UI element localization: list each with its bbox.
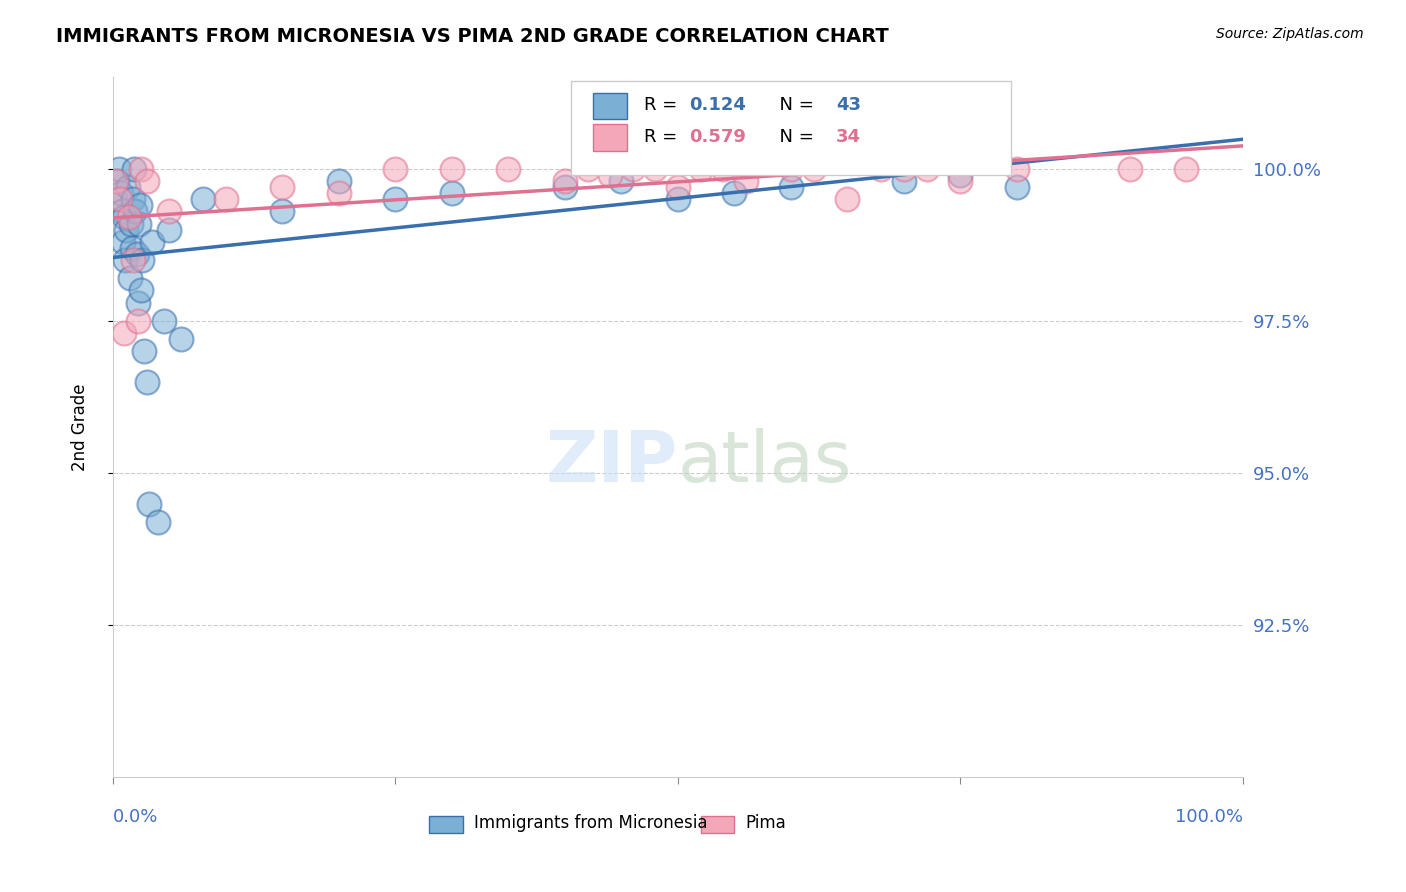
Point — [105, 174, 128, 188]
Point — [893, 161, 915, 176]
Text: N =: N = — [768, 128, 820, 146]
Point — [135, 375, 157, 389]
Point — [1005, 161, 1028, 176]
Point — [803, 161, 825, 176]
Text: 0.0%: 0.0% — [112, 808, 159, 826]
Point — [111, 235, 134, 249]
Point — [141, 235, 163, 249]
Point — [115, 222, 138, 236]
Point — [554, 174, 576, 188]
Point — [915, 161, 938, 176]
Text: Immigrants from Micronesia: Immigrants from Micronesia — [474, 814, 709, 832]
Point — [384, 192, 406, 206]
Point — [644, 161, 666, 176]
Text: N =: N = — [768, 96, 820, 114]
Text: ZIP: ZIP — [546, 428, 678, 497]
Text: 0.579: 0.579 — [689, 128, 747, 146]
Point — [169, 332, 191, 346]
Point — [146, 515, 169, 529]
Point — [108, 192, 131, 206]
Point — [384, 161, 406, 176]
Point — [111, 204, 134, 219]
Point — [131, 253, 153, 268]
Point — [112, 211, 135, 225]
Point — [104, 192, 127, 206]
Point — [118, 271, 141, 285]
Point — [157, 204, 180, 219]
Point — [127, 295, 149, 310]
Point — [271, 204, 294, 219]
Point — [129, 161, 152, 176]
Bar — [593, 93, 627, 120]
Point — [440, 161, 463, 176]
Point — [576, 161, 599, 176]
Text: 0.124: 0.124 — [689, 96, 747, 114]
Point — [1005, 180, 1028, 194]
Text: 34: 34 — [837, 128, 860, 146]
Text: Source: ZipAtlas.com: Source: ZipAtlas.com — [1216, 27, 1364, 41]
Point — [328, 186, 350, 200]
Point — [129, 198, 152, 212]
Point — [498, 161, 520, 176]
Point — [949, 168, 972, 182]
Text: R =: R = — [644, 96, 683, 114]
Point — [114, 253, 136, 268]
Point — [621, 161, 644, 176]
Point — [110, 186, 132, 200]
Point — [610, 174, 633, 188]
Point — [666, 192, 689, 206]
Point — [124, 161, 146, 176]
Point — [599, 168, 621, 182]
Point — [122, 253, 145, 268]
Point — [666, 180, 689, 194]
Point — [117, 180, 139, 194]
Point — [121, 241, 143, 255]
Text: R =: R = — [644, 128, 683, 146]
Point — [554, 180, 576, 194]
Point — [157, 222, 180, 236]
Point — [128, 217, 150, 231]
Point — [1119, 161, 1142, 176]
Point — [122, 192, 145, 206]
Text: 43: 43 — [837, 96, 860, 114]
Point — [328, 174, 350, 188]
Text: Pima: Pima — [745, 814, 786, 832]
Point — [125, 247, 148, 261]
Point — [105, 174, 128, 188]
Point — [837, 192, 859, 206]
Point — [1175, 161, 1198, 176]
Point — [440, 186, 463, 200]
Point — [689, 161, 711, 176]
Point — [734, 174, 756, 188]
Point — [271, 180, 294, 194]
Point — [124, 204, 146, 219]
Point — [138, 497, 160, 511]
Point — [135, 174, 157, 188]
Point — [723, 186, 745, 200]
Point — [780, 180, 803, 194]
Text: atlas: atlas — [678, 428, 852, 497]
Point — [152, 314, 174, 328]
Point — [711, 161, 734, 176]
Bar — [593, 124, 627, 151]
Point — [134, 344, 156, 359]
Bar — [700, 816, 734, 833]
Point — [193, 192, 215, 206]
Point — [127, 314, 149, 328]
Point — [870, 161, 893, 176]
Point — [893, 174, 915, 188]
Point — [780, 161, 803, 176]
Point — [112, 326, 135, 340]
Point — [949, 174, 972, 188]
FancyBboxPatch shape — [571, 81, 1011, 176]
Point — [129, 284, 152, 298]
Point — [215, 192, 238, 206]
Text: 100.0%: 100.0% — [1175, 808, 1243, 826]
Text: IMMIGRANTS FROM MICRONESIA VS PIMA 2ND GRADE CORRELATION CHART: IMMIGRANTS FROM MICRONESIA VS PIMA 2ND G… — [56, 27, 889, 45]
Point — [120, 217, 142, 231]
Bar — [429, 816, 463, 833]
Y-axis label: 2nd Grade: 2nd Grade — [72, 384, 89, 471]
Point — [118, 211, 141, 225]
Point — [107, 161, 129, 176]
